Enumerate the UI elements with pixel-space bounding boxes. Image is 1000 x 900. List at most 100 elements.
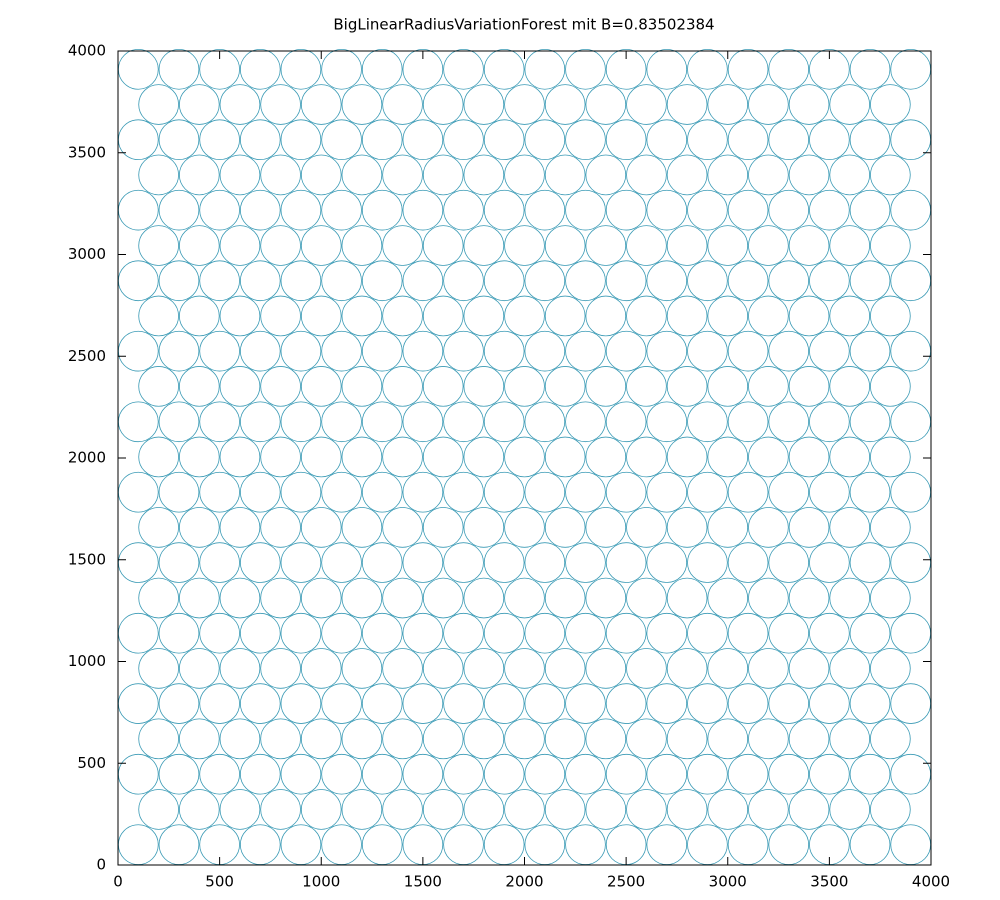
circle (300, 295, 342, 337)
circle (239, 683, 281, 724)
circle (118, 48, 159, 90)
circle (544, 225, 586, 266)
circle (768, 542, 810, 583)
circle (727, 119, 769, 161)
circle (870, 507, 911, 548)
circle (138, 718, 179, 760)
circle (605, 542, 647, 583)
circle (361, 542, 403, 583)
circle (300, 648, 342, 689)
circle (341, 648, 383, 689)
circle (666, 648, 708, 689)
circle (687, 119, 728, 161)
circle (199, 119, 240, 161)
circle (707, 507, 749, 548)
circle (585, 84, 627, 125)
circle (829, 648, 871, 689)
circle (788, 718, 830, 760)
circle (158, 330, 200, 372)
circle (504, 295, 545, 337)
circle (768, 119, 810, 161)
circle (422, 154, 464, 196)
circle (483, 753, 525, 795)
circle (321, 330, 362, 372)
circle (239, 260, 281, 302)
circle (341, 225, 383, 266)
x-tick-label: 2500 (607, 873, 645, 891)
circle (382, 577, 423, 619)
circle (849, 260, 891, 302)
circle (666, 225, 708, 266)
circle (666, 507, 708, 548)
circle (260, 154, 301, 196)
circle (687, 542, 728, 583)
circle (870, 84, 911, 125)
circle (463, 295, 505, 337)
circle (788, 507, 830, 548)
circle (443, 48, 484, 90)
circle (605, 48, 647, 90)
circle (178, 718, 220, 760)
circle (219, 154, 261, 196)
circle (687, 683, 728, 724)
circle (138, 366, 179, 407)
circle (849, 189, 891, 231)
x-tick-label: 2000 (505, 873, 543, 891)
y-tick-label: 3500 (68, 143, 106, 161)
circle (321, 189, 362, 231)
circle (341, 295, 383, 337)
circle (727, 824, 769, 865)
circle (178, 507, 220, 548)
circle (443, 612, 484, 654)
circle (890, 683, 931, 724)
circle (341, 789, 383, 830)
circle (260, 295, 301, 337)
circle (158, 683, 200, 724)
circle (504, 154, 545, 196)
circle (402, 683, 444, 724)
circle (239, 48, 281, 90)
circle (727, 401, 769, 443)
circle (361, 824, 403, 865)
circle (158, 189, 200, 231)
circle (118, 612, 159, 654)
circle (239, 542, 281, 583)
circle (280, 753, 322, 795)
circle (748, 295, 789, 337)
circle (585, 436, 627, 478)
circle (300, 225, 342, 266)
circle (605, 753, 647, 795)
circle (260, 789, 301, 830)
circle (565, 260, 606, 302)
circle (524, 683, 566, 724)
circle (361, 330, 403, 372)
circle (280, 683, 322, 724)
circle (748, 577, 789, 619)
circle (626, 366, 667, 407)
circle (199, 330, 240, 372)
circle (748, 718, 789, 760)
circle (707, 154, 749, 196)
circle (544, 577, 586, 619)
circle (422, 648, 464, 689)
circle (585, 789, 627, 830)
circle (748, 436, 789, 478)
circle (422, 507, 464, 548)
circle (707, 366, 749, 407)
circle (158, 119, 200, 161)
circle (321, 119, 362, 161)
circle (768, 401, 810, 443)
x-tick-label: 3500 (810, 873, 848, 891)
circle (849, 330, 891, 372)
circle (890, 471, 931, 513)
circle (605, 189, 647, 231)
circles (118, 48, 931, 865)
circle (382, 436, 423, 478)
circle (849, 612, 891, 654)
x-tick-label: 1000 (302, 873, 340, 891)
circle (483, 48, 525, 90)
circle (321, 471, 362, 513)
circle (544, 295, 586, 337)
circle (666, 84, 708, 125)
circle (504, 718, 545, 760)
